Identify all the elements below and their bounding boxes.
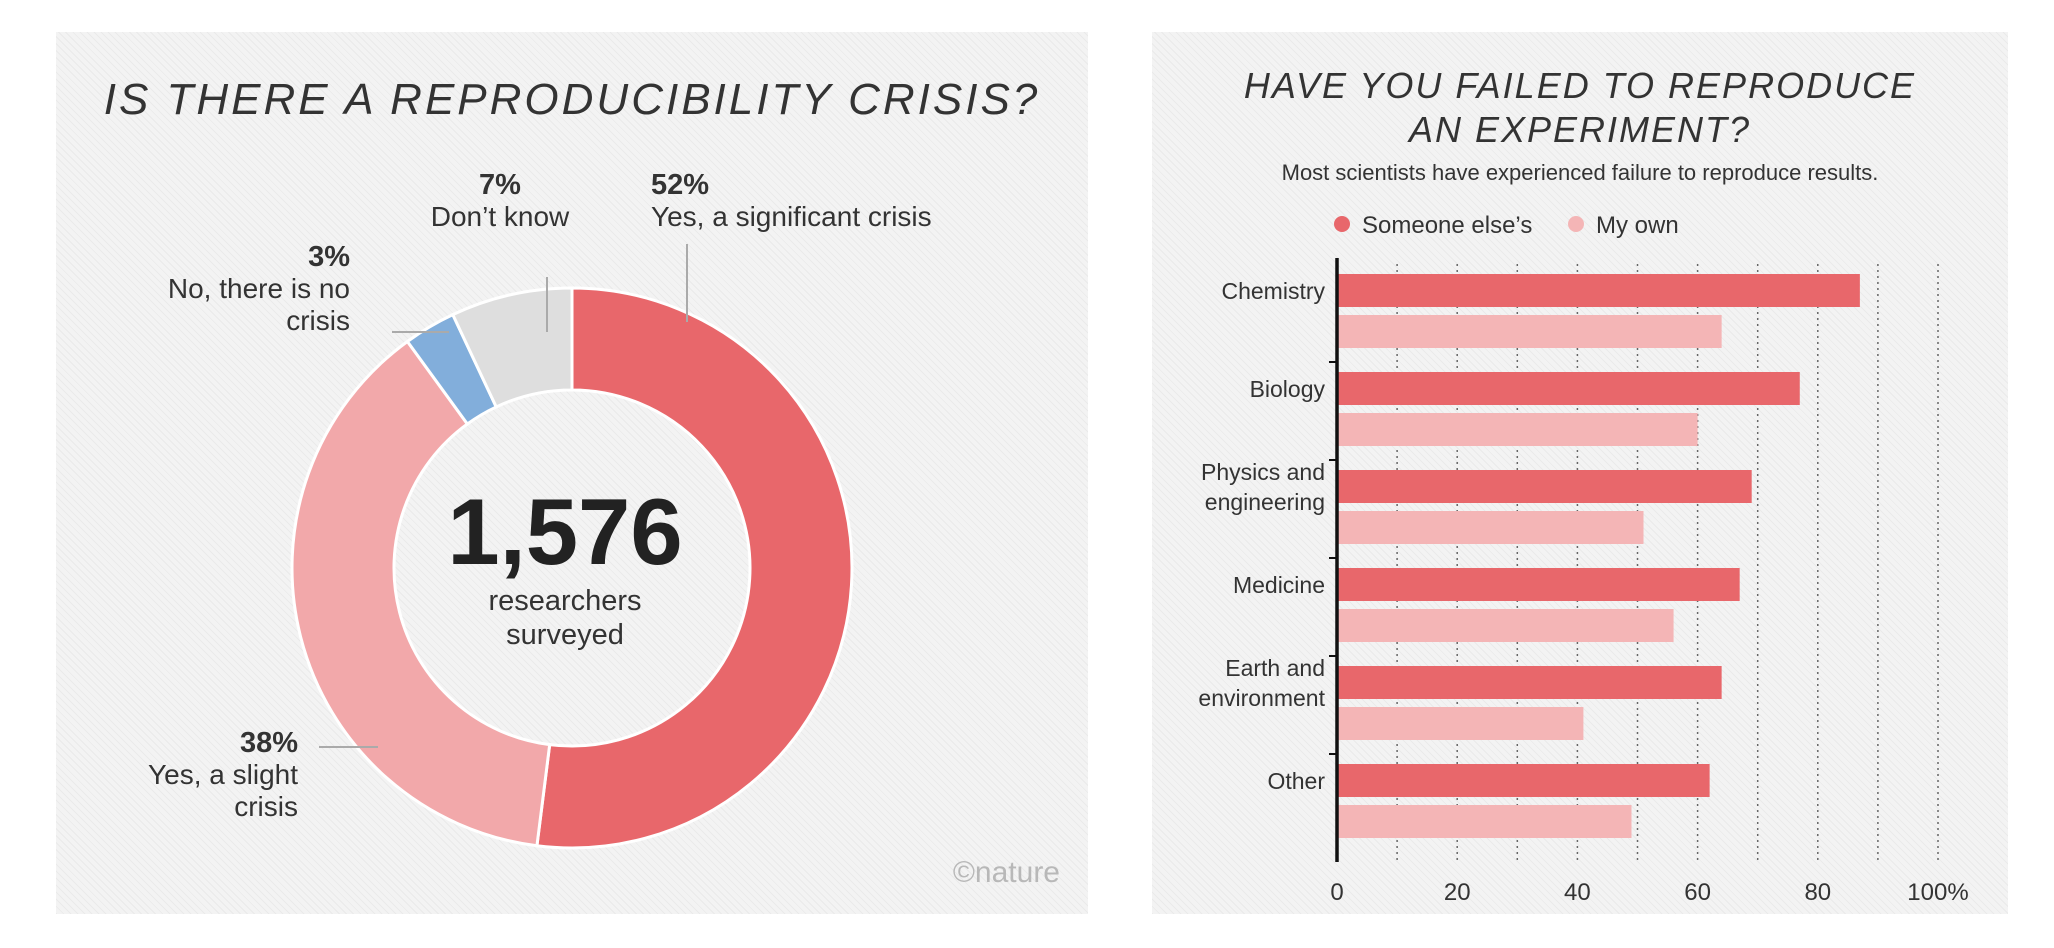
bar-someone-else [1337,470,1752,503]
legend-label: Someone else’s [1362,212,1532,239]
category-label: Other [1267,768,1325,794]
reproduce-bar-panel: HAVE YOU FAILED TO REPRODUCE AN EXPERIMEN… [1152,32,2008,914]
category-label: Medicine [1233,572,1325,598]
crisis-donut-panel: IS THERE A REPRODUCIBILITY CRISIS? 52% Ye… [56,32,1088,914]
bar-title-line: HAVE YOU FAILED TO REPRODUCE [1244,65,1916,106]
x-tick-label: 100% [1907,879,1968,906]
slice-label-none: crisis [286,305,350,336]
slice-percent-dont_know: 7% [479,169,521,201]
bar-my-own [1337,805,1632,838]
x-tick-label: 0 [1330,879,1343,906]
donut-center-label-line: researchers [488,585,641,617]
donut-title: IS THERE A REPRODUCIBILITY CRISIS? [104,75,1041,124]
legend-swatch [1568,216,1584,232]
category-label: environment [1198,685,1325,711]
donut-slice-significant [535,286,854,850]
slice-label-significant: Yes, a significant crisis [651,201,932,232]
bar-someone-else [1337,372,1800,405]
bar-my-own [1337,413,1698,446]
donut-slice-slight [290,339,552,848]
donut-slice-dont_know [450,286,574,409]
x-tick-label: 60 [1684,879,1711,906]
category-label: Biology [1250,376,1326,402]
donut-center-value: 1,576 [447,479,682,584]
legend-label: My own [1596,212,1679,239]
donut-center-label-line: surveyed [506,619,624,651]
legend-swatch [1334,216,1350,232]
slice-label-slight: crisis [234,791,298,822]
bar-someone-else [1337,568,1740,601]
slice-label-none: No, there is no [168,273,350,304]
slice-percent-significant: 52% [651,169,709,201]
category-label: engineering [1205,489,1325,515]
bar-subtitle: Most scientists have experienced failure… [1282,160,1879,185]
bar-someone-else [1337,274,1860,307]
slice-label-dont_know: Don’t know [431,201,570,232]
category-label: Chemistry [1221,278,1325,304]
slice-percent-slight: 38% [240,727,298,759]
bar-my-own [1337,315,1722,348]
crisis-donut-chart: IS THERE A REPRODUCIBILITY CRISIS? 52%Ye… [104,75,1060,889]
bar-my-own [1337,511,1644,544]
x-tick-label: 80 [1804,879,1831,906]
bar-my-own [1337,707,1584,740]
nature-credit: ©nature [953,856,1060,889]
bar-title-line: AN EXPERIMENT? [1407,109,1751,150]
bar-my-own [1337,609,1674,642]
category-label: Earth and [1225,655,1325,681]
x-tick-label: 20 [1444,879,1471,906]
slice-percent-none: 3% [308,241,350,273]
category-label: Physics and [1201,459,1325,485]
bar-someone-else [1337,666,1722,699]
slice-label-slight: Yes, a slight [148,759,298,790]
bar-someone-else [1337,764,1710,797]
x-tick-label: 40 [1564,879,1591,906]
